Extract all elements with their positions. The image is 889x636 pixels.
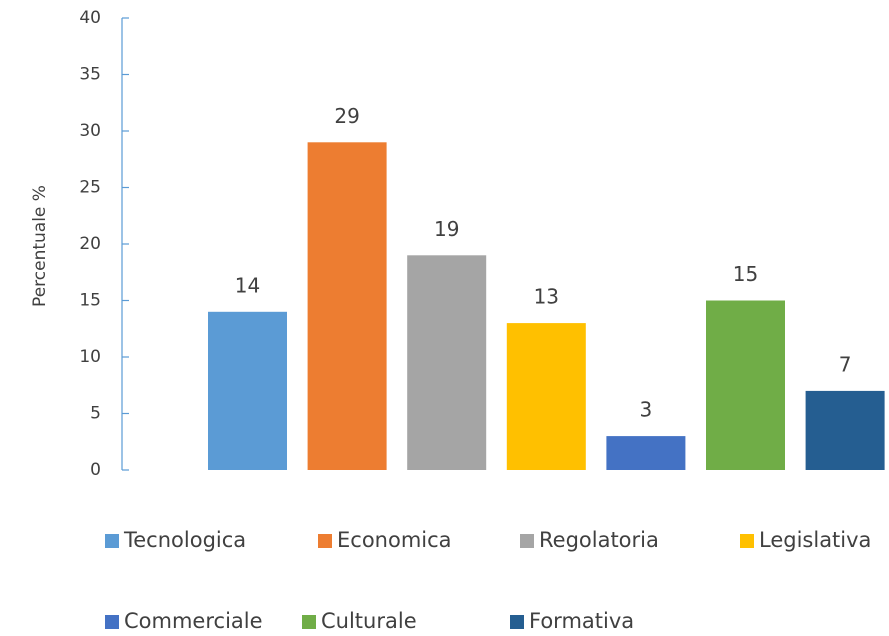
legend-label: Commerciale: [124, 609, 263, 633]
bar: [407, 255, 487, 470]
data-label: 14: [235, 273, 260, 297]
data-label: 7: [839, 352, 852, 376]
bar: [506, 323, 586, 470]
legend-swatch: [105, 615, 119, 629]
y-tick-label: 20: [79, 234, 101, 254]
y-tick-label: 10: [79, 347, 101, 367]
y-tick-label: 30: [79, 121, 101, 141]
y-tick-label: 5: [90, 404, 101, 424]
legend-swatch: [302, 615, 316, 629]
bar: [706, 300, 785, 470]
legend-label: Formativa: [529, 609, 634, 633]
bar: [208, 311, 287, 470]
y-tick-label: 15: [79, 291, 101, 311]
y-axis-label: Percentuale %: [30, 185, 50, 307]
data-label: 15: [733, 262, 758, 286]
legend-label: Economica: [337, 528, 452, 552]
bar: [606, 436, 686, 470]
legend-swatch: [105, 534, 119, 548]
legend-label: Legislativa: [759, 528, 871, 552]
legend-swatch: [740, 534, 754, 548]
bar: [805, 390, 885, 470]
legend-label: Culturale: [321, 609, 417, 633]
legend-swatch: [510, 615, 524, 629]
y-tick-label: 35: [79, 65, 101, 85]
y-tick-label: 25: [79, 178, 101, 198]
data-label: 13: [534, 285, 559, 309]
y-tick-label: 0: [90, 460, 101, 480]
legend-label: Tecnologica: [123, 528, 246, 552]
legend-swatch: [318, 534, 332, 548]
data-label: 3: [640, 398, 653, 422]
legend-swatch: [520, 534, 534, 548]
bar: [307, 142, 387, 471]
data-label: 19: [434, 217, 459, 241]
legend-label: Regolatoria: [539, 528, 659, 552]
data-label: 29: [334, 104, 359, 128]
y-tick-label: 40: [79, 8, 101, 28]
